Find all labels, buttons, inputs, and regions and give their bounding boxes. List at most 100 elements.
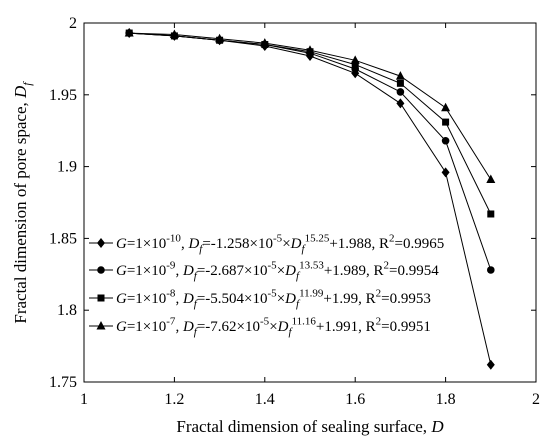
text-part: =-7.62×10 [197, 319, 260, 335]
text-part: D [284, 263, 296, 279]
y-axis-title: Fractal dimension of pore space, Df [11, 81, 34, 324]
text-part: =1×10 [127, 263, 166, 279]
data-point-circle [396, 88, 405, 96]
text-part: =-2.687×10 [197, 263, 268, 279]
legend-label: G=1×10-9, Df=-2.687×10-5×Df13.53+1.989, … [116, 260, 439, 283]
legend: G=1×10-10, Df=-1.258×10-5×Df15.25+1.988,… [89, 233, 444, 338]
text-part: G [116, 319, 127, 335]
text-part: D [182, 291, 194, 307]
y-tick-label: 1.9 [57, 159, 77, 176]
text-part: =0.9965 [395, 236, 445, 252]
x-tick-label: 1.6 [345, 391, 365, 408]
text-part: 2 [389, 233, 395, 245]
text-part: f [302, 243, 307, 255]
x-tick-label: 1 [80, 391, 88, 408]
text-part: D [284, 291, 296, 307]
text-part: 11.16 [292, 316, 317, 328]
legend-label: G=1×10-10, Df=-1.258×10-5×Df15.25+1.988,… [116, 233, 444, 256]
legend-entry: G=1×10-10, Df=-1.258×10-5×Df15.25+1.988,… [89, 233, 444, 256]
text-part: , [175, 263, 183, 279]
text-part: 15.25 [305, 233, 330, 245]
text-part: =1×10 [127, 236, 166, 252]
y-tick-label: 1.75 [49, 374, 77, 391]
text-part: =-1.258×10 [202, 236, 273, 252]
text-part: +1.99, R [323, 291, 375, 307]
x-axis-title: Fractal dimension of sealing surface, D [176, 417, 444, 436]
data-point-diamond [441, 167, 450, 178]
text-part: × [277, 291, 285, 307]
text-part: =-5.504×10 [197, 291, 268, 307]
text-part: 2 [376, 316, 382, 328]
data-point-triangle [215, 33, 225, 43]
text-part: 11.99 [299, 288, 324, 300]
y-tick-label: 1.95 [49, 87, 77, 104]
text-part: 2 [376, 288, 382, 300]
text-part: G [116, 291, 127, 307]
data-point-square [396, 79, 404, 87]
text-part: D [187, 236, 199, 252]
text-part: f [199, 243, 204, 255]
data-point-circle [487, 266, 495, 274]
text-part: -10 [166, 233, 181, 245]
text-part: × [277, 263, 285, 279]
legend-entry: G=1×10-8, Df=-5.504×10-5×Df11.99+1.99, R… [89, 288, 431, 311]
text-part: =0.9953 [381, 291, 431, 307]
text-part: × [269, 319, 277, 335]
text-part: D [290, 236, 302, 252]
text-part: +1.988, R [329, 236, 389, 252]
series-layer [124, 28, 496, 370]
text-part: =0.9951 [381, 319, 431, 335]
text-part: 13.53 [299, 260, 324, 272]
text-part: D [430, 417, 444, 436]
text-part: D [182, 263, 194, 279]
text-part: -5 [273, 233, 283, 245]
data-point-triangle [305, 45, 315, 54]
legend-entry: G=1×10-7, Df=-7.62×10-5×Df11.16+1.991, R… [89, 316, 431, 338]
legend-marker-triangle [96, 321, 106, 330]
y-tick-label: 1.8 [57, 302, 77, 319]
data-point-circle [441, 136, 450, 145]
text-part: × [282, 236, 290, 252]
data-point-square [442, 118, 450, 126]
text-part: =1×10 [127, 291, 166, 307]
x-tick-label: 2 [532, 391, 540, 408]
data-point-triangle [169, 29, 179, 38]
text-part: +1.989, R [324, 263, 384, 279]
data-point-diamond [396, 98, 405, 109]
x-tick-label: 1.2 [164, 391, 184, 408]
x-tick-label: 1.4 [255, 391, 275, 408]
legend-entry: G=1×10-9, Df=-2.687×10-5×Df13.53+1.989, … [89, 260, 439, 283]
text-part: G [116, 263, 127, 279]
text-part: =1×10 [127, 319, 166, 335]
data-point-triangle [350, 55, 360, 64]
text-part: , [175, 291, 183, 307]
data-point-triangle [441, 102, 451, 112]
data-point-triangle [395, 71, 405, 80]
legend-marker-diamond [97, 238, 105, 248]
text-part: =0.9954 [389, 263, 439, 279]
text-part: 2 [384, 260, 390, 272]
legend-marker-square [97, 294, 105, 302]
legend-label: G=1×10-8, Df=-5.504×10-5×Df11.99+1.99, R… [116, 288, 431, 311]
text-part: , [181, 236, 189, 252]
series-triangle [124, 28, 496, 184]
data-point-triangle [486, 174, 496, 184]
text-part: f [20, 81, 34, 86]
data-point-triangle [260, 38, 270, 47]
text-part: -7 [166, 316, 176, 328]
text-part: f [194, 326, 199, 338]
text-part: -9 [166, 260, 176, 272]
text-part: -5 [260, 316, 270, 328]
text-part: -5 [268, 260, 278, 272]
data-point-diamond [486, 359, 495, 370]
text-part: f [194, 270, 199, 282]
data-point-square [351, 61, 359, 69]
data-point-square [487, 210, 495, 218]
text-part: -5 [268, 288, 278, 300]
legend-marker-circle [97, 266, 105, 274]
data-point-triangle [124, 28, 134, 37]
y-tick-label: 2 [69, 15, 77, 32]
text-part: G [116, 236, 127, 252]
